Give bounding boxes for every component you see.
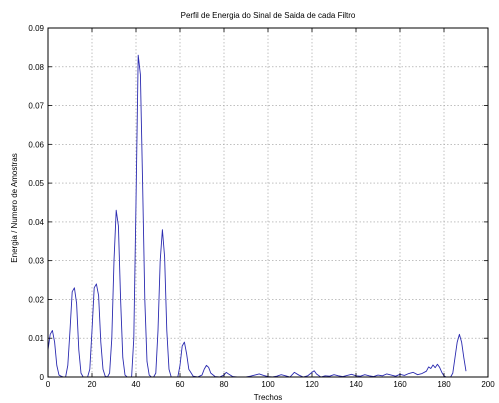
x-tick-label: 40 [132, 380, 141, 389]
tick-layer: 0 20 40 60 80 100 120 140 160 180 200 0 0.01 0.02 0.03… [28, 24, 495, 389]
x-tick-label: 80 [220, 380, 229, 389]
x-axis-label: Trechos [254, 393, 283, 402]
y-tick-label: 0 [40, 373, 45, 382]
series-line [47, 54, 467, 378]
x-tick-label: 120 [305, 380, 319, 389]
chart-title: Perfil de Energia do Sinal de Saida de c… [181, 11, 356, 20]
x-tick-label: 100 [261, 380, 275, 389]
y-tick-label: 0.07 [28, 102, 44, 111]
x-tick-label: 180 [437, 380, 451, 389]
x-tick-label: 20 [88, 380, 97, 389]
x-tick-label: 200 [481, 380, 495, 389]
y-tick-label: 0.06 [28, 140, 44, 149]
y-tick-label: 0.02 [28, 295, 44, 304]
x-tick-label: 160 [393, 380, 407, 389]
y-tick-label: 0.05 [28, 179, 44, 188]
x-tick-label: 60 [176, 380, 185, 389]
y-tick-label: 0.04 [28, 218, 44, 227]
plot-area [48, 28, 488, 377]
grid-layer [48, 28, 488, 377]
y-tick-label: 0.01 [28, 334, 44, 343]
y-tick-label: 0.08 [28, 63, 44, 72]
y-tick-label: 0.03 [28, 257, 44, 266]
y-axis-label: Energia / Numero de Amostras [10, 153, 19, 262]
y-tick-label: 0.09 [28, 24, 44, 33]
x-tick-label: 0 [46, 380, 51, 389]
x-tick-label: 140 [349, 380, 363, 389]
